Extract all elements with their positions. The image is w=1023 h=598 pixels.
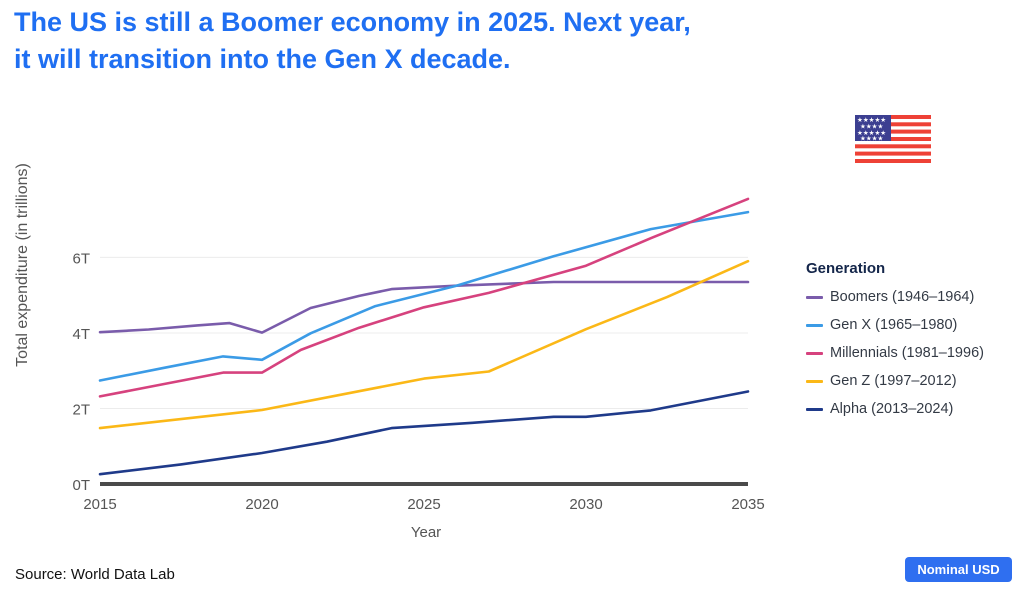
- chart-headline: The US is still a Boomer economy in 2025…: [14, 4, 794, 78]
- legend-swatch: [806, 407, 823, 411]
- legend: Generation Boomers (1946–1964) Gen X (196…: [806, 260, 984, 423]
- svg-text:★★★★: ★★★★: [860, 123, 883, 131]
- legend-label: Gen Z (1997–2012): [830, 373, 957, 389]
- legend-swatch: [806, 323, 823, 327]
- legend-swatch: [806, 351, 823, 355]
- legend-item-gen[interactable]: Gen Z (1997–2012): [806, 367, 984, 395]
- series-line-boomers: [98, 280, 750, 334]
- legend-label: Millennials (1981–1996): [830, 345, 984, 361]
- x-tick-label: 2020: [245, 496, 278, 513]
- x-tick-label: 2025: [407, 496, 440, 513]
- y-tick-label: 2T: [72, 401, 90, 418]
- legend-item-millennials[interactable]: Millennials (1981–1996): [806, 339, 984, 367]
- svg-text:★★★★: ★★★★: [860, 135, 883, 143]
- source-note: Source: World Data Lab: [15, 566, 175, 583]
- legend-label: Gen X (1965–1980): [830, 317, 958, 333]
- currency-badge[interactable]: Nominal USD: [905, 557, 1012, 582]
- legend-item-boomers[interactable]: Boomers (1946–1964): [806, 283, 984, 311]
- y-tick-labels: 0T 2T 4T 6T: [72, 250, 90, 494]
- series-line-gen: [98, 210, 750, 382]
- headline-line-2: it will transition into the Gen X decade…: [14, 44, 511, 74]
- y-axis-label: Total expenditure (in trillions): [14, 163, 31, 367]
- y-tick-label: 6T: [72, 250, 90, 267]
- x-tick-label: 2015: [83, 496, 116, 513]
- x-axis-label: Year: [411, 524, 441, 541]
- x-tick-label: 2035: [731, 496, 764, 513]
- svg-text:★★★★★: ★★★★★: [857, 116, 886, 124]
- legend-swatch: [806, 379, 823, 383]
- legend-label: Alpha (2013–2024): [830, 401, 954, 417]
- legend-item-gen[interactable]: Gen X (1965–1980): [806, 311, 984, 339]
- series-line-gen: [98, 259, 750, 430]
- legend-swatch: [806, 295, 823, 299]
- us-flag-icon: ★★★★★ ★★★★ ★★★★★ ★★★★: [855, 115, 931, 163]
- y-tick-label: 4T: [72, 326, 90, 343]
- x-tick-label: 2030: [569, 496, 602, 513]
- y-tick-label: 0T: [72, 477, 90, 494]
- series-line-alpha: [98, 390, 750, 476]
- headline-line-1: The US is still a Boomer economy in 2025…: [14, 7, 691, 37]
- series-line-millennials: [98, 197, 750, 398]
- gridlines: [100, 256, 748, 409]
- legend-items: Boomers (1946–1964) Gen X (1965–1980) Mill…: [806, 283, 984, 423]
- legend-item-alpha[interactable]: Alpha (2013–2024): [806, 395, 984, 423]
- legend-label: Boomers (1946–1964): [830, 289, 975, 305]
- legend-title: Generation: [806, 260, 886, 277]
- series-lines: [98, 197, 750, 476]
- svg-text:★★★★★: ★★★★★: [857, 129, 886, 137]
- line-chart: 0T 2T 4T 6T 2015 2020 2025 2030 2035 Year Total…: [14, 163, 765, 541]
- x-tick-labels: 2015 2020 2025 2030 2035: [83, 496, 764, 513]
